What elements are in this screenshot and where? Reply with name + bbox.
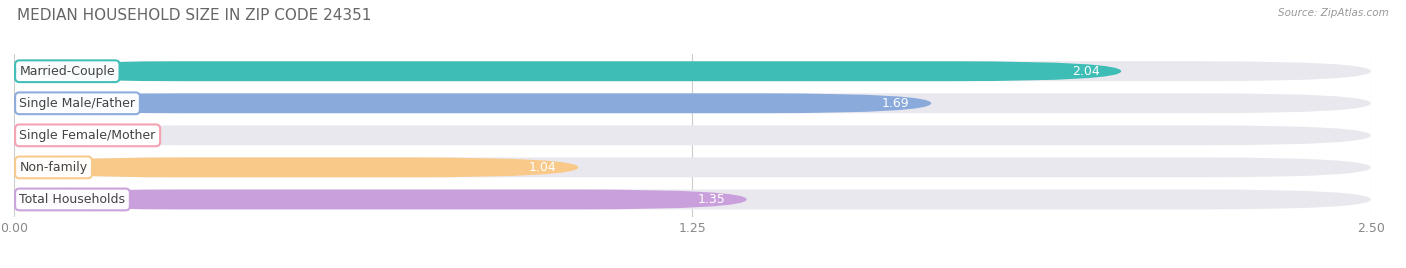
Text: 1.69: 1.69 xyxy=(882,97,910,110)
FancyBboxPatch shape xyxy=(14,61,1121,81)
Text: Married-Couple: Married-Couple xyxy=(20,65,115,78)
Text: Non-family: Non-family xyxy=(20,161,87,174)
Text: Source: ZipAtlas.com: Source: ZipAtlas.com xyxy=(1278,8,1389,18)
FancyBboxPatch shape xyxy=(14,93,931,113)
FancyBboxPatch shape xyxy=(14,189,1371,209)
Text: Single Female/Mother: Single Female/Mother xyxy=(20,129,156,142)
Text: 1.35: 1.35 xyxy=(697,193,725,206)
FancyBboxPatch shape xyxy=(14,158,1371,177)
Text: Total Households: Total Households xyxy=(20,193,125,206)
FancyBboxPatch shape xyxy=(14,61,1371,81)
Text: 1.04: 1.04 xyxy=(529,161,557,174)
Text: 0.00: 0.00 xyxy=(35,129,63,142)
FancyBboxPatch shape xyxy=(14,158,578,177)
FancyBboxPatch shape xyxy=(14,189,747,209)
FancyBboxPatch shape xyxy=(14,93,1371,113)
Text: 2.04: 2.04 xyxy=(1071,65,1099,78)
Text: Single Male/Father: Single Male/Father xyxy=(20,97,135,110)
Text: MEDIAN HOUSEHOLD SIZE IN ZIP CODE 24351: MEDIAN HOUSEHOLD SIZE IN ZIP CODE 24351 xyxy=(17,8,371,23)
FancyBboxPatch shape xyxy=(14,125,1371,145)
